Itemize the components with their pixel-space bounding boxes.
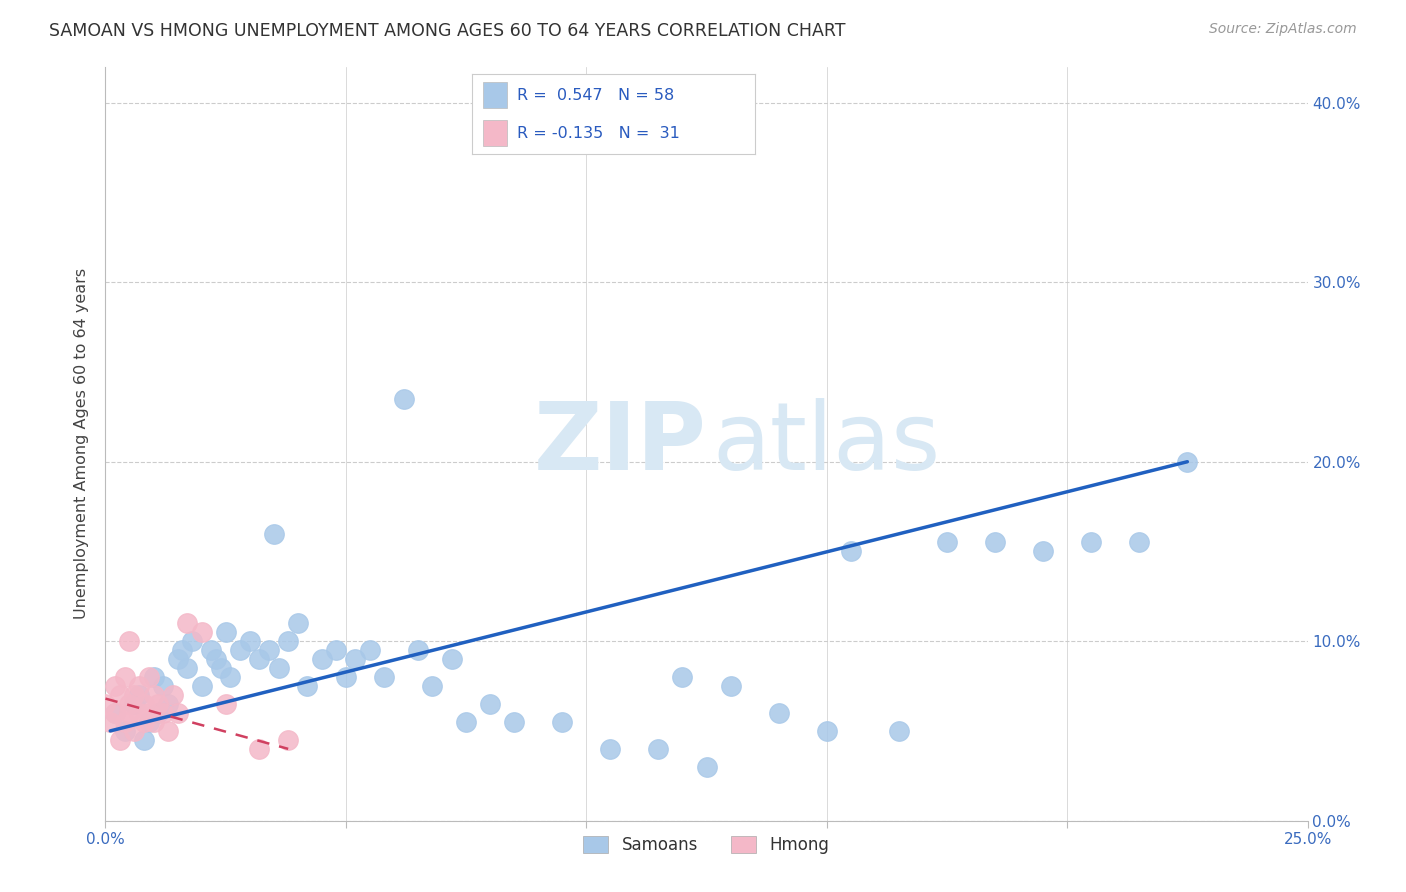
Point bbox=[118, 697, 141, 711]
Point bbox=[479, 697, 502, 711]
Point bbox=[205, 652, 228, 666]
Point bbox=[406, 643, 429, 657]
Point bbox=[138, 670, 160, 684]
Point bbox=[311, 652, 333, 666]
Point bbox=[936, 535, 959, 549]
Point bbox=[720, 679, 742, 693]
Point bbox=[152, 706, 174, 720]
Point bbox=[118, 706, 141, 720]
Point bbox=[647, 742, 669, 756]
Point bbox=[247, 652, 270, 666]
Point bbox=[219, 670, 242, 684]
Point bbox=[172, 643, 194, 657]
Point bbox=[124, 688, 146, 702]
Point bbox=[132, 714, 155, 729]
Point bbox=[166, 706, 188, 720]
Point bbox=[148, 706, 170, 720]
Point bbox=[138, 714, 160, 729]
Point bbox=[325, 643, 347, 657]
Point bbox=[176, 661, 198, 675]
Point bbox=[166, 652, 188, 666]
Text: Source: ZipAtlas.com: Source: ZipAtlas.com bbox=[1209, 22, 1357, 37]
Text: SAMOAN VS HMONG UNEMPLOYMENT AMONG AGES 60 TO 64 YEARS CORRELATION CHART: SAMOAN VS HMONG UNEMPLOYMENT AMONG AGES … bbox=[49, 22, 846, 40]
Text: ZIP: ZIP bbox=[534, 398, 707, 490]
Point bbox=[142, 714, 165, 729]
Point bbox=[696, 760, 718, 774]
Point bbox=[190, 679, 212, 693]
Point bbox=[239, 634, 262, 648]
Point bbox=[98, 714, 121, 729]
Point bbox=[108, 688, 131, 702]
Point bbox=[176, 616, 198, 631]
Point bbox=[132, 697, 155, 711]
Point bbox=[214, 625, 236, 640]
Point bbox=[335, 670, 357, 684]
Point bbox=[148, 697, 170, 711]
Point bbox=[768, 706, 790, 720]
Text: atlas: atlas bbox=[713, 398, 941, 490]
Point bbox=[190, 625, 212, 640]
Point bbox=[267, 661, 290, 675]
Point bbox=[247, 742, 270, 756]
Point bbox=[181, 634, 204, 648]
Point bbox=[156, 697, 179, 711]
Point bbox=[599, 742, 621, 756]
Point bbox=[124, 697, 146, 711]
Point bbox=[815, 723, 838, 738]
Point bbox=[344, 652, 367, 666]
Point bbox=[114, 670, 136, 684]
Point bbox=[138, 706, 160, 720]
Point bbox=[277, 634, 299, 648]
Point bbox=[440, 652, 463, 666]
Point bbox=[257, 643, 280, 657]
Point bbox=[132, 732, 155, 747]
Point bbox=[297, 679, 319, 693]
Point bbox=[456, 714, 478, 729]
Point bbox=[359, 643, 381, 657]
Point bbox=[118, 634, 141, 648]
Point bbox=[128, 688, 150, 702]
Point bbox=[209, 661, 232, 675]
Point bbox=[124, 723, 146, 738]
Y-axis label: Unemployment Among Ages 60 to 64 years: Unemployment Among Ages 60 to 64 years bbox=[75, 268, 90, 619]
Point bbox=[392, 392, 415, 406]
Point bbox=[108, 732, 131, 747]
Point bbox=[1177, 455, 1199, 469]
Point bbox=[984, 535, 1007, 549]
Point bbox=[373, 670, 395, 684]
Point bbox=[114, 714, 136, 729]
Point bbox=[287, 616, 309, 631]
Point bbox=[263, 526, 285, 541]
Point bbox=[142, 670, 165, 684]
Point bbox=[104, 706, 127, 720]
Point bbox=[94, 697, 117, 711]
Point bbox=[229, 643, 252, 657]
Point bbox=[152, 679, 174, 693]
Point bbox=[1128, 535, 1150, 549]
Point bbox=[156, 723, 179, 738]
Point bbox=[551, 714, 574, 729]
Point bbox=[1080, 535, 1102, 549]
Point bbox=[114, 723, 136, 738]
Point bbox=[887, 723, 910, 738]
Point bbox=[128, 679, 150, 693]
Point bbox=[128, 706, 150, 720]
Point bbox=[104, 679, 127, 693]
Point bbox=[277, 732, 299, 747]
Legend: Samoans, Hmong: Samoans, Hmong bbox=[583, 836, 830, 854]
Point bbox=[104, 706, 127, 720]
Point bbox=[671, 670, 693, 684]
Point bbox=[200, 643, 222, 657]
Point bbox=[839, 544, 862, 558]
Point bbox=[1032, 544, 1054, 558]
Point bbox=[503, 714, 526, 729]
Point bbox=[214, 697, 236, 711]
Point bbox=[162, 688, 184, 702]
Point bbox=[142, 688, 165, 702]
Point bbox=[422, 679, 444, 693]
